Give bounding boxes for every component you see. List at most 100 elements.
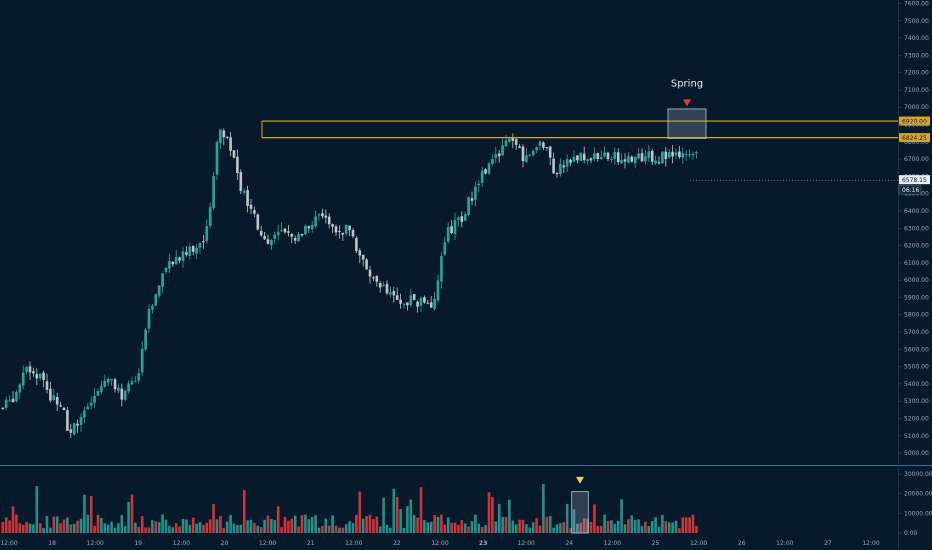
volume-bar [467,526,470,533]
candle-body [239,172,243,191]
volume-bar [497,503,501,533]
candle-body [317,214,321,216]
volume-bar [616,520,620,533]
candle-body [127,383,130,392]
volume-bar [96,514,100,533]
price-tick-label: 6400.00 [904,208,929,215]
volume-bar [263,519,266,533]
candle-body [232,150,236,158]
volume-bar [232,523,236,533]
price-tick-label: 6000.00 [904,277,929,284]
volume-bar [236,524,239,533]
volume-bar [637,519,640,533]
candle-body [487,163,491,174]
candle-body [521,146,525,162]
price-tick-label: 6800.00 [904,139,929,146]
volume-bar [559,523,562,533]
candle-body [293,238,297,241]
time-axis[interactable]: 12:00 18 12:00 19 12:00 20 12:00 21 12:00 22 12:00… [0,540,879,547]
candle-body [25,366,28,372]
candle-body [32,371,35,374]
time-tick-label: 12:00 [431,540,448,547]
volume-bar [317,527,321,533]
volume-bar [463,523,467,533]
volume-bar [304,514,307,533]
candle-body [644,156,647,162]
volume-bar [684,517,688,533]
volume-bar [423,520,426,533]
candle-body [174,256,178,265]
candle-body [76,423,79,426]
candle-body [433,298,436,309]
volume-bar [351,522,355,533]
candle-body [613,152,617,159]
candle-body [276,231,280,235]
price-tick-label: 7500.00 [904,18,929,25]
candle-body [355,237,358,252]
candle-body [440,256,443,282]
volume-bar [644,521,647,533]
candle-body [314,216,317,227]
volume-bar [576,523,579,533]
price-tick-label: 7600.00 [904,0,929,7]
candle-body [633,156,637,164]
volume-bar [470,520,474,533]
price-tick-label: 6200.00 [904,243,929,250]
volume-bar [52,516,56,533]
candle-body [436,280,440,301]
volume-bar [344,524,348,533]
candle-body [310,224,314,230]
volume-bar [1,521,5,533]
volume-bar [596,525,600,533]
volume-bar [589,522,593,533]
candle-body [290,233,294,237]
volume-bar [562,522,566,533]
volume-bar [348,521,351,533]
candle-body [283,228,287,233]
volume-bar [55,516,59,533]
volume-bar [450,522,453,533]
volume-bar [331,515,334,533]
candle-body [450,226,453,234]
volume-bar [446,517,450,533]
volume-bar [242,489,246,533]
candle-body [606,152,610,159]
volume-bar [42,527,45,533]
volume-bar [280,527,283,533]
candle-body [144,329,147,350]
candle-body [535,147,538,151]
candle-body [695,152,698,154]
candle-body [518,146,521,148]
price-tick-label: 5200.00 [904,415,929,422]
volume-axis[interactable]: 0.00 10000.00 20000.00 30000.00 [898,471,932,537]
volume-bar [208,519,212,533]
price-tick-label: 5400.00 [904,381,929,388]
volume-bar [130,494,134,533]
horizontal-levels: 6920.00 6824.25 [261,116,930,181]
volume-bar [572,509,576,533]
volume-bar [123,526,127,533]
volume-bar [426,522,430,533]
volume-bar [324,518,328,533]
volume-bar [365,516,368,533]
volume-bar [287,520,290,533]
candle-body [103,380,107,387]
candle-body [484,169,487,174]
candle-body [338,230,341,232]
candle-body [548,146,552,158]
volume-bar [406,506,409,533]
candle-body [497,153,501,157]
candle-body [202,241,205,243]
candle-body [508,138,511,142]
candle-body [368,269,372,277]
volume-bar [188,524,192,533]
volume-bar [514,524,518,533]
candle-body [467,197,470,216]
volume-bar [436,516,440,533]
candle-body [593,153,596,159]
candle-body [327,216,331,225]
candle-body [365,259,368,270]
candle-body [62,407,66,411]
candle-body [219,129,222,144]
